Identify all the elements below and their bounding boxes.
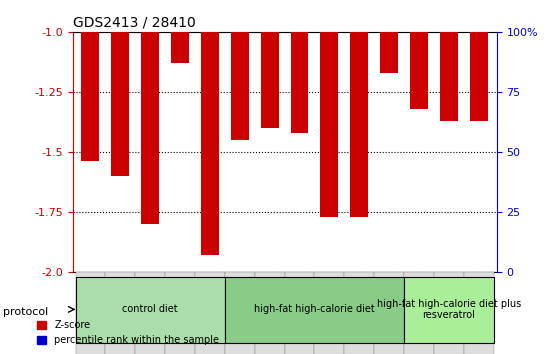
Text: high-fat high-calorie diet: high-fat high-calorie diet: [254, 304, 375, 314]
Text: protocol: protocol: [3, 307, 48, 316]
Bar: [141, 32, 159, 224]
Bar: [135, 272, 165, 354]
Bar: [165, 272, 195, 354]
Bar: [254, 272, 285, 354]
Bar: [195, 272, 225, 354]
Text: GDS2413 / 28410: GDS2413 / 28410: [73, 15, 195, 29]
Bar: [380, 32, 398, 73]
Bar: [410, 32, 428, 109]
Bar: [112, 32, 129, 176]
Legend: Z-score, percentile rank within the sample: Z-score, percentile rank within the samp…: [33, 316, 223, 349]
Bar: [434, 272, 464, 354]
Bar: [350, 32, 368, 217]
Text: control diet: control diet: [122, 304, 178, 314]
Bar: [285, 272, 315, 354]
Bar: [171, 32, 189, 63]
Bar: [105, 272, 135, 354]
FancyBboxPatch shape: [75, 277, 225, 343]
Bar: [201, 32, 219, 255]
Text: high-fat high-calorie diet plus
resveratrol: high-fat high-calorie diet plus resverat…: [377, 299, 521, 320]
Bar: [291, 32, 309, 133]
Bar: [81, 32, 99, 161]
Bar: [464, 272, 494, 354]
Bar: [261, 32, 278, 128]
Bar: [374, 272, 404, 354]
Bar: [225, 272, 254, 354]
Bar: [440, 32, 458, 121]
Bar: [470, 32, 488, 121]
FancyBboxPatch shape: [225, 277, 404, 343]
Bar: [315, 272, 344, 354]
Bar: [404, 272, 434, 354]
Bar: [231, 32, 249, 140]
FancyBboxPatch shape: [404, 277, 494, 343]
Bar: [344, 272, 374, 354]
Bar: [75, 272, 105, 354]
Bar: [320, 32, 338, 217]
